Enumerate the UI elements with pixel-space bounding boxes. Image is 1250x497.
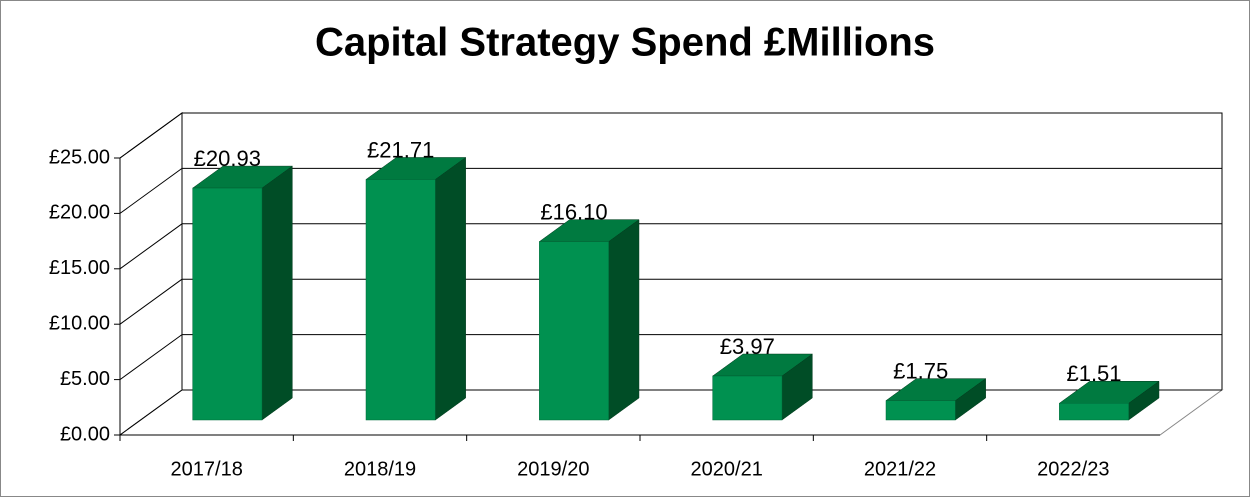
bar-side bbox=[435, 156, 466, 421]
y-tick-label: £0.00 bbox=[60, 423, 110, 445]
chart-title: Capital Strategy Spend £Millions bbox=[315, 21, 935, 65]
y-tick-label: £5.00 bbox=[60, 368, 110, 390]
grid-line bbox=[119, 223, 183, 270]
y-tick-label: £15.00 bbox=[49, 257, 110, 279]
x-tick-label: 2022/23 bbox=[1037, 458, 1109, 480]
bar bbox=[885, 400, 956, 421]
x-tick-label: 2020/21 bbox=[691, 458, 763, 480]
grid-line bbox=[119, 389, 183, 436]
y-tick-label: £25.00 bbox=[49, 146, 110, 168]
data-label: £20.93 bbox=[194, 146, 261, 171]
bar bbox=[712, 375, 783, 421]
x-tick-label: 2021/22 bbox=[864, 458, 936, 480]
x-tick-label: 2018/19 bbox=[344, 458, 416, 480]
y-tick-label: £10.00 bbox=[49, 312, 110, 334]
data-label: £21.71 bbox=[367, 137, 434, 162]
y-tick-label: £20.00 bbox=[49, 202, 110, 224]
data-label: £1.51 bbox=[1066, 361, 1121, 386]
x-tick-label: 2019/20 bbox=[517, 458, 589, 480]
bar-side bbox=[608, 219, 640, 421]
bar bbox=[539, 241, 609, 421]
side-wall bbox=[119, 112, 183, 436]
grid-line bbox=[119, 167, 183, 214]
grid-line bbox=[119, 278, 183, 325]
data-label: £3.97 bbox=[720, 334, 775, 359]
grid-line bbox=[119, 334, 183, 381]
bar bbox=[1059, 403, 1129, 421]
data-label: £16.10 bbox=[540, 199, 607, 224]
bar bbox=[365, 179, 436, 421]
grid-line bbox=[119, 112, 183, 159]
bar bbox=[192, 187, 263, 421]
bar-side bbox=[261, 165, 293, 421]
x-tick-label: 2017/18 bbox=[171, 458, 243, 480]
data-label: £1.75 bbox=[893, 358, 948, 383]
back-wall bbox=[181, 112, 1223, 391]
